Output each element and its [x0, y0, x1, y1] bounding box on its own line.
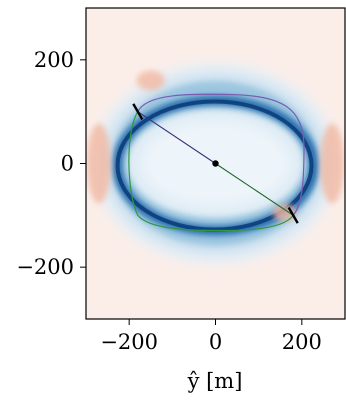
endpoint-marker [287, 206, 299, 224]
trajectory-line-2 [215, 163, 294, 216]
field-red-lobe [86, 123, 111, 204]
trajectory [128, 93, 305, 232]
x-tick-label: −200 [100, 330, 158, 354]
field-ring-core [115, 99, 314, 232]
x-axis-ticks: −200 0 200 [100, 319, 322, 354]
y-axis-ticks: 200 0 −200 [16, 48, 86, 279]
field-red-lobe [136, 70, 165, 91]
x-tick-label: 0 [209, 330, 222, 354]
upper-arc [137, 93, 305, 216]
x-tick-label: 200 [282, 330, 322, 354]
center-point [212, 160, 219, 167]
field-red-lobe [320, 123, 345, 204]
field-red-lobe [272, 203, 297, 222]
y-tick-label: 0 [61, 152, 74, 176]
x-axis-title: ŷ [m] [187, 369, 243, 393]
y-tick-label: −200 [16, 255, 74, 279]
endpoint-marker [132, 103, 144, 121]
lower-arc [128, 111, 294, 232]
trajectory-line-1 [137, 111, 216, 164]
y-tick-label: 200 [34, 48, 74, 72]
